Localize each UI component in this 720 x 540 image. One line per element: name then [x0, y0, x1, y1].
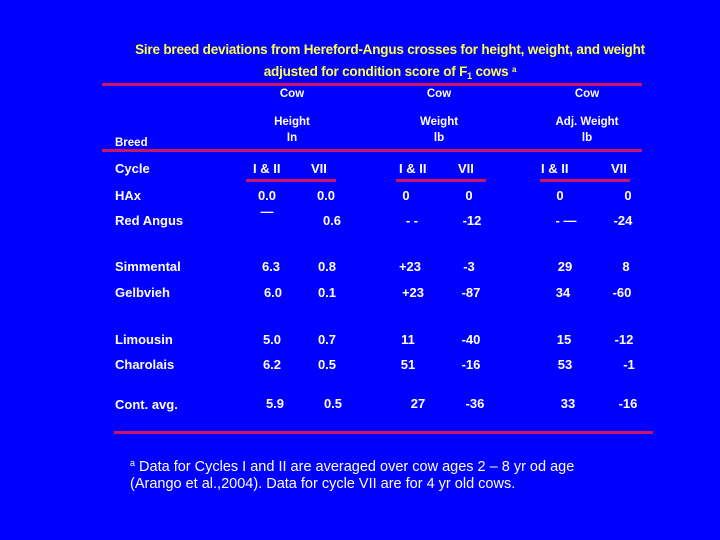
slide-title-line2: adjusted for condition score of F1 cows …	[100, 60, 680, 86]
group-height-unit: In	[286, 132, 298, 144]
table-cell: -1	[623, 357, 635, 372]
table-cell: 6.3	[261, 259, 281, 274]
breed-label: HAx	[115, 188, 142, 203]
table-cell: +23	[401, 285, 425, 300]
breed-label: Gelbvieh	[115, 285, 170, 300]
table-cell: 11	[401, 332, 415, 347]
group-height-measure: Height	[274, 116, 310, 128]
table-cell: 0	[402, 188, 410, 203]
adj-weight-cycle-underline	[540, 179, 630, 182]
table-cell: —	[260, 204, 274, 219]
title-text: adjusted for condition score of F	[263, 64, 468, 79]
table-cell: +23	[398, 259, 422, 274]
table-cell: -24	[613, 213, 633, 228]
bottom-rule	[114, 431, 653, 434]
adj-weight-cycle-1-2: I & II	[541, 161, 569, 176]
table-cell: - -	[405, 213, 419, 228]
height-cycle-1-2: I & II	[253, 161, 281, 176]
weight-cycle-underline	[396, 179, 486, 182]
group-weight-measure: Weight	[419, 116, 459, 128]
group-adj-weight-measure: Adj. Weight	[555, 116, 619, 128]
table-cell: 15	[556, 332, 572, 347]
weight-cycle-1-2: I & II	[399, 161, 427, 176]
table-cell: 33	[560, 396, 576, 411]
top-rule	[102, 83, 642, 86]
table-cell: 51	[400, 357, 416, 372]
height-cycle-7: VII	[311, 161, 327, 176]
table-cell: 0.5	[317, 357, 337, 372]
table-cell: 0.5	[323, 396, 343, 411]
slide-title-line1: Sire breed deviations from Hereford-Angu…	[135, 42, 645, 57]
height-cycle-underline	[246, 179, 336, 182]
group-adj-weight-unit: lb	[581, 132, 593, 144]
table-cell: 0	[556, 188, 564, 203]
breed-column-header: Breed	[115, 137, 148, 149]
table-cell: 6.0	[263, 285, 283, 300]
table-cell: 8	[622, 259, 630, 274]
table-cell: 0	[465, 188, 473, 203]
table-cell: -87	[461, 285, 481, 300]
table-cell: 0.7	[317, 332, 337, 347]
adj-weight-cycle-7: VII	[611, 161, 627, 176]
table-cell: - —	[555, 213, 577, 228]
table-cell: 5.9	[265, 396, 285, 411]
table-cell: -3	[463, 259, 475, 274]
table-cell: 0.8	[317, 259, 337, 274]
footnote-line1: a Data for Cycles I and II are averaged …	[130, 453, 574, 478]
table-cell: -60	[612, 285, 632, 300]
table-cell: 27	[410, 396, 426, 411]
footnote-marker: a	[130, 458, 136, 468]
table-cell: -36	[465, 396, 485, 411]
breed-label: Limousin	[115, 332, 173, 347]
cycle-label: Cycle	[115, 161, 150, 176]
group-height-top: Cow	[279, 88, 305, 100]
breed-label: Simmental	[115, 259, 181, 274]
group-weight-unit: lb	[433, 132, 445, 144]
footnote-marker: a	[512, 65, 517, 74]
breed-label: Red Angus	[115, 213, 184, 228]
header-rule	[102, 149, 642, 152]
table-cell: -16	[618, 396, 638, 411]
table-cell: 0.0	[257, 188, 277, 203]
footnote-line2: (Arango et al.,2004). Data for cycle VII…	[130, 476, 516, 492]
table-cell: 0.0	[316, 188, 336, 203]
breed-label: Cont. avg.	[115, 397, 178, 412]
table-cell: 6.2	[262, 357, 282, 372]
table-cell: 0.6	[322, 213, 342, 228]
title-text-end: cows	[471, 64, 513, 79]
group-adj-weight-top: Cow	[574, 88, 600, 100]
table-cell: -12	[462, 213, 482, 228]
table-cell: 0.1	[317, 285, 337, 300]
table-cell: 34	[555, 285, 571, 300]
table-cell: -16	[461, 357, 481, 372]
table-cell: 5.0	[262, 332, 282, 347]
table-cell: 29	[557, 259, 573, 274]
title-subscript: 1	[467, 71, 472, 81]
group-weight-top: Cow	[426, 88, 452, 100]
footnote-text: Data for Cycles I and II are averaged ov…	[135, 459, 575, 475]
breed-label: Charolais	[115, 357, 175, 372]
table-cell: 53	[557, 357, 573, 372]
table-cell: -40	[461, 332, 481, 347]
weight-cycle-7: VII	[458, 161, 474, 176]
table-cell: 0	[624, 188, 632, 203]
table-cell: -12	[614, 332, 634, 347]
